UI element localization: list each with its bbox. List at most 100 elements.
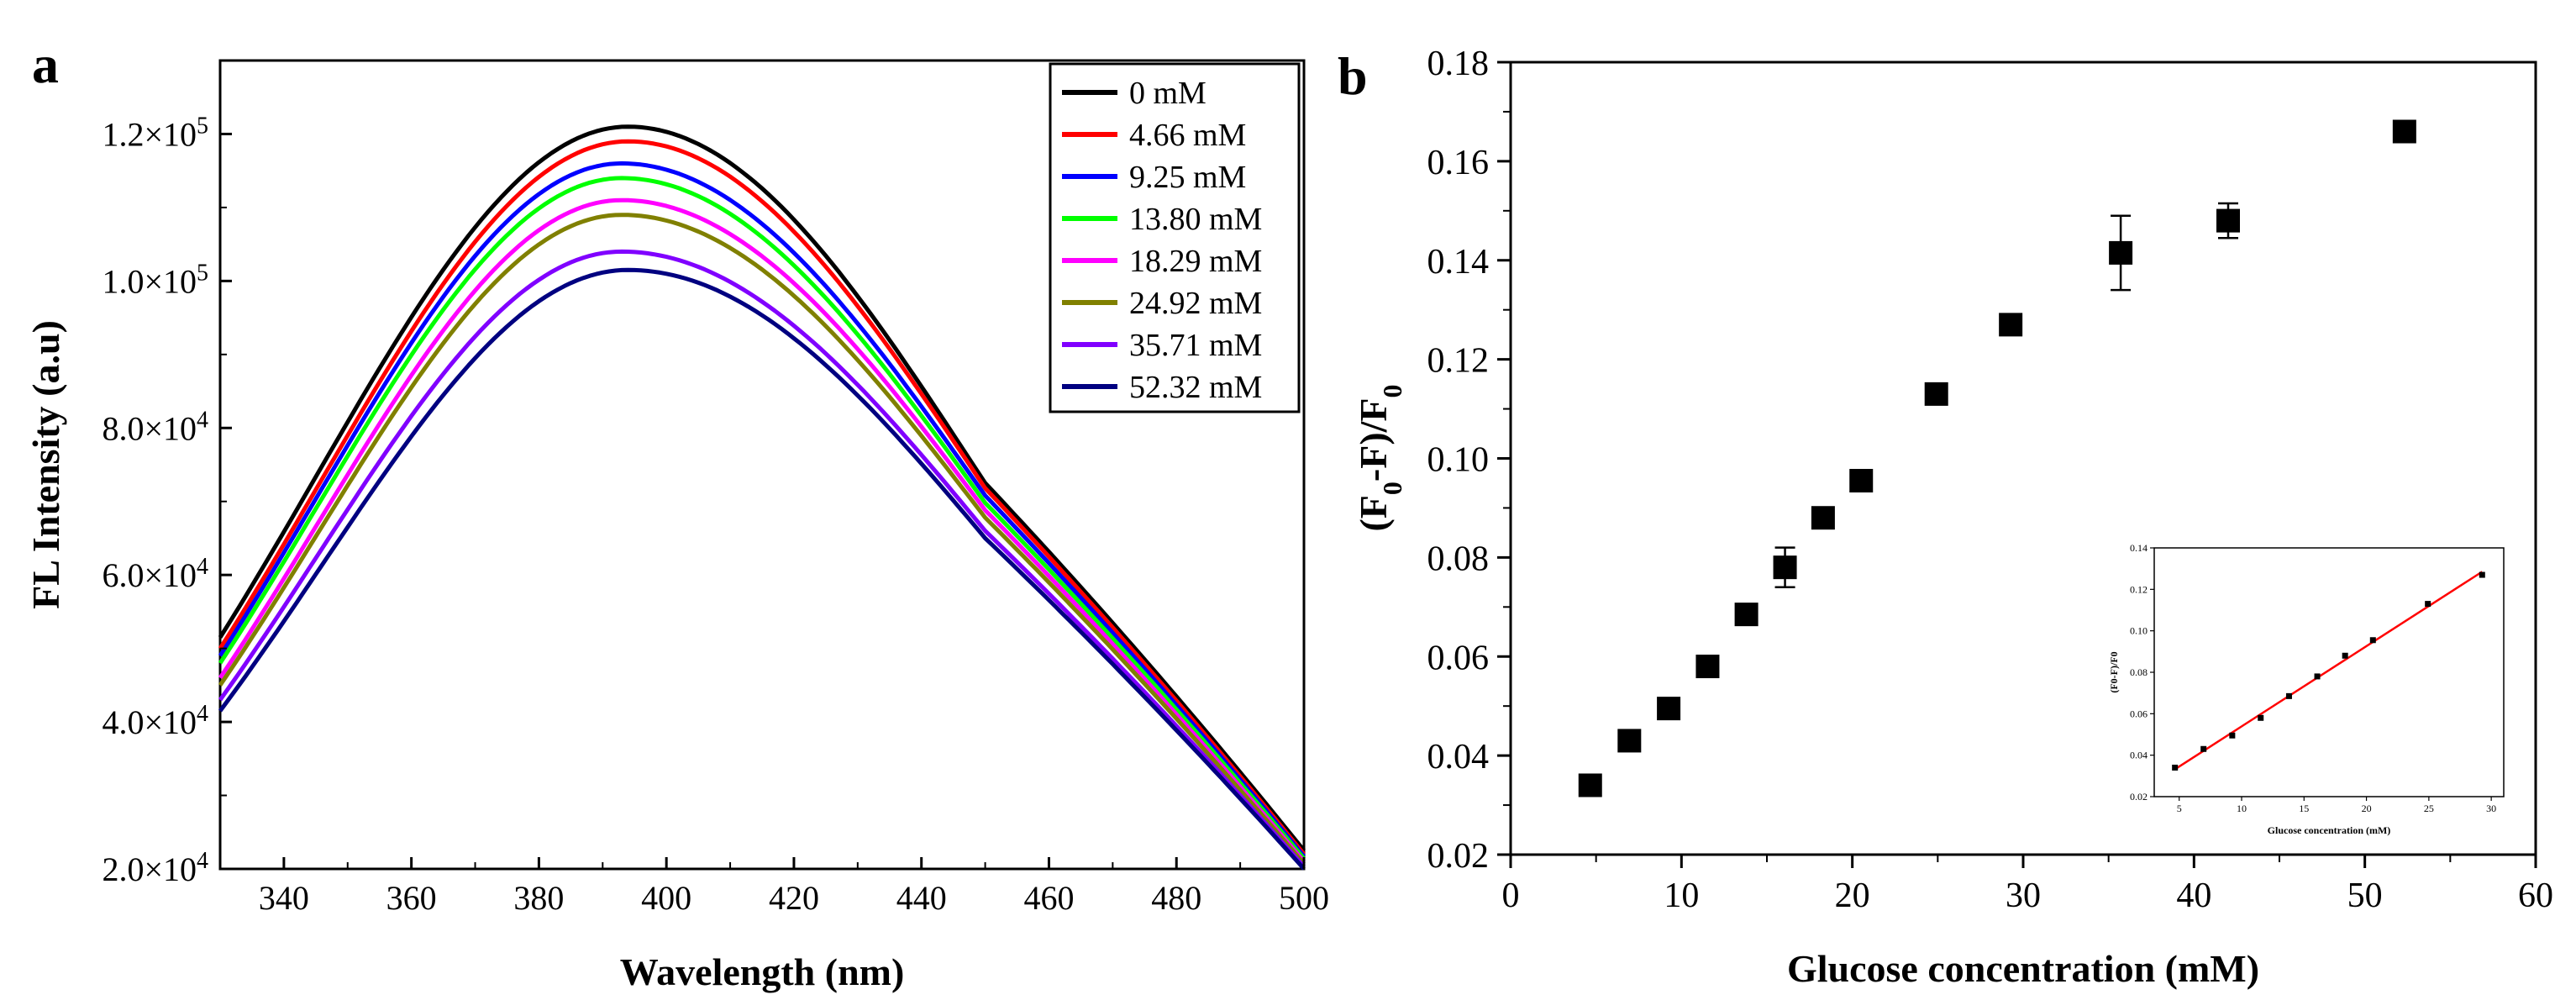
- panel-label-a: a: [32, 34, 59, 94]
- inset-data-point: [2172, 764, 2179, 771]
- inset-data-point: [2479, 571, 2485, 578]
- inset-data-point: [2314, 673, 2321, 680]
- inset-x-tick-label: 30: [2486, 803, 2496, 814]
- x-tick-label-a: 400: [641, 879, 691, 917]
- x-tick-label-a: 340: [259, 879, 309, 917]
- x-tick-label-b: 60: [2518, 876, 2553, 915]
- y-axis-title-a: FL Intensity (a.u): [24, 320, 67, 609]
- inset-x-tick-label: 20: [2362, 803, 2372, 814]
- legend-label: 4.66 mM: [1129, 118, 1246, 153]
- y-tick-label-a: 4.0×104: [102, 701, 208, 742]
- y-tick-label-b: 0.06: [1427, 639, 1490, 677]
- data-points-b: [1578, 119, 2416, 797]
- data-point: [1924, 382, 1948, 406]
- inset-x-axis-title: Glucose concentration (mM): [2268, 824, 2391, 836]
- legend-label: 18.29 mM: [1129, 244, 1262, 279]
- legend-label: 52.32 mM: [1129, 370, 1262, 405]
- y-tick-label-b: 0.04: [1427, 738, 1490, 776]
- inset-data-point: [2258, 714, 2264, 721]
- spectra-chart: 340 360 380 400 420 440 460 480 500 2.0×104 4.0×1…: [24, 59, 1329, 993]
- data-point: [1849, 469, 1874, 493]
- data-point: [1617, 729, 1642, 753]
- x-tick-label-a: 500: [1279, 879, 1329, 917]
- inset-x-tick-label: 5: [2177, 803, 2182, 814]
- y-tick-label-b: 0.08: [1427, 539, 1490, 578]
- spectrum-line: [218, 176, 1306, 861]
- inset-data-point: [2229, 732, 2236, 739]
- spectrum-line: [218, 213, 1306, 866]
- x-tick-label-b: 20: [1835, 876, 1870, 915]
- inset-data-point: [2200, 745, 2207, 752]
- inset-data-points: [2172, 571, 2485, 771]
- data-point: [1811, 506, 1835, 530]
- x-tick-label-a: 480: [1151, 879, 1201, 917]
- data-point: [1657, 697, 1681, 721]
- response-chart: 0 10 20 30 40 50 60 0.02 0.04 0.06 0.08 0.10 0.12 0.…: [1352, 45, 2553, 990]
- y-tick-label-a: 6.0×104: [102, 554, 208, 595]
- inset-y-tick-label: 0.04: [2130, 750, 2148, 761]
- x-tick-label-a: 380: [513, 879, 564, 917]
- spectra-curves: [218, 124, 1306, 871]
- y-tick-label-b: 0.10: [1427, 441, 1490, 480]
- y-tick-label-b: 0.16: [1427, 144, 1490, 182]
- x-tick-label-b: 0: [1502, 876, 1520, 915]
- inset-x-ticks: 5 10 15 20 25 30: [2177, 797, 2496, 814]
- x-tick-label-a: 440: [896, 879, 947, 917]
- plot-frame-a: [218, 59, 1306, 871]
- spectrum-line: [218, 139, 1306, 856]
- inset-y-tick-label: 0.08: [2130, 666, 2148, 678]
- x-axis-ticks-a: 340 360 380 400 420 440 460 480 500: [219, 857, 1329, 917]
- inset-y-tick-label: 0.06: [2130, 708, 2148, 719]
- y-axis-ticks-b: 0.02 0.04 0.06 0.08 0.10 0.12 0.14 0.16 0.18: [1427, 45, 1511, 876]
- legend-a: 0 mM 4.66 mM 9.25 mM 13.80 mM 18.29 mM 24.92 …: [1049, 62, 1301, 413]
- spectrum-line: [218, 267, 1306, 871]
- legend-label: 13.80 mM: [1129, 202, 1262, 237]
- inset-data-point: [2369, 637, 2376, 644]
- x-axis-title-a: Wavelength (nm): [620, 950, 905, 993]
- inset-data-point: [2425, 601, 2431, 608]
- inset-frame: [2153, 547, 2505, 797]
- y-tick-label-b: 0.12: [1427, 342, 1490, 381]
- y-axis-ticks-a: 2.0×104 4.0×104 6.0×104 8.0×104 1.0×105 1.2×1…: [102, 60, 232, 889]
- data-point: [2109, 240, 2133, 265]
- y-tick-label-a: 1.2×105: [102, 113, 208, 154]
- inset-y-ticks: 0.02 0.04 0.06 0.08 0.10 0.12 0.14: [2130, 542, 2154, 803]
- data-point: [1695, 655, 1720, 679]
- fit-line: [2174, 571, 2483, 771]
- data-point: [1578, 773, 1602, 797]
- x-tick-label-b: 10: [1664, 876, 1699, 915]
- panel-label-b: b: [1338, 46, 1368, 106]
- y-tick-label-b: 0.14: [1427, 243, 1490, 282]
- data-point: [1773, 555, 1797, 580]
- inset-fit-line: [2174, 571, 2483, 771]
- y-tick-label-a: 2.0×104: [102, 848, 208, 889]
- legend-box: [1049, 62, 1301, 413]
- inset-y-tick-label: 0.14: [2130, 542, 2148, 554]
- inset-y-tick-label: 0.02: [2130, 791, 2148, 803]
- calibration-inset: 5 10 15 20 25 30 0.02 0.04 0.06 0.08 0.10 0.12 0.14…: [2108, 542, 2505, 836]
- legend-label: 35.71 mM: [1129, 328, 1262, 363]
- x-tick-label-a: 460: [1023, 879, 1074, 917]
- data-point: [1734, 603, 1759, 627]
- inset-x-tick-label: 15: [2299, 803, 2309, 814]
- y-tick-label-a: 1.0×105: [102, 260, 208, 301]
- inset-y-axis-title: (F0-F)/F0: [2108, 651, 2120, 692]
- inset-x-tick-label: 10: [2237, 803, 2247, 814]
- inset-x-tick-label: 25: [2424, 803, 2434, 814]
- x-tick-label-a: 420: [769, 879, 819, 917]
- x-tick-label-b: 40: [2176, 876, 2211, 915]
- spectrum-line: [218, 161, 1306, 858]
- data-point: [2216, 208, 2240, 233]
- x-axis-ticks-b: 0 10 20 30 40 50 60: [1502, 855, 2553, 915]
- y-tick-label-a: 8.0×104: [102, 407, 208, 448]
- spectrum-line: [218, 249, 1306, 869]
- x-tick-label-b: 30: [2006, 876, 2041, 915]
- data-point: [1999, 313, 2023, 337]
- x-tick-label-b: 50: [2347, 876, 2383, 915]
- inset-y-tick-label: 0.10: [2130, 625, 2148, 637]
- legend-label: 0 mM: [1129, 76, 1207, 111]
- legend-label: 9.25 mM: [1129, 160, 1246, 195]
- inset-data-point: [2285, 692, 2292, 699]
- x-axis-title-b: Glucose concentration (mM): [1787, 947, 2259, 990]
